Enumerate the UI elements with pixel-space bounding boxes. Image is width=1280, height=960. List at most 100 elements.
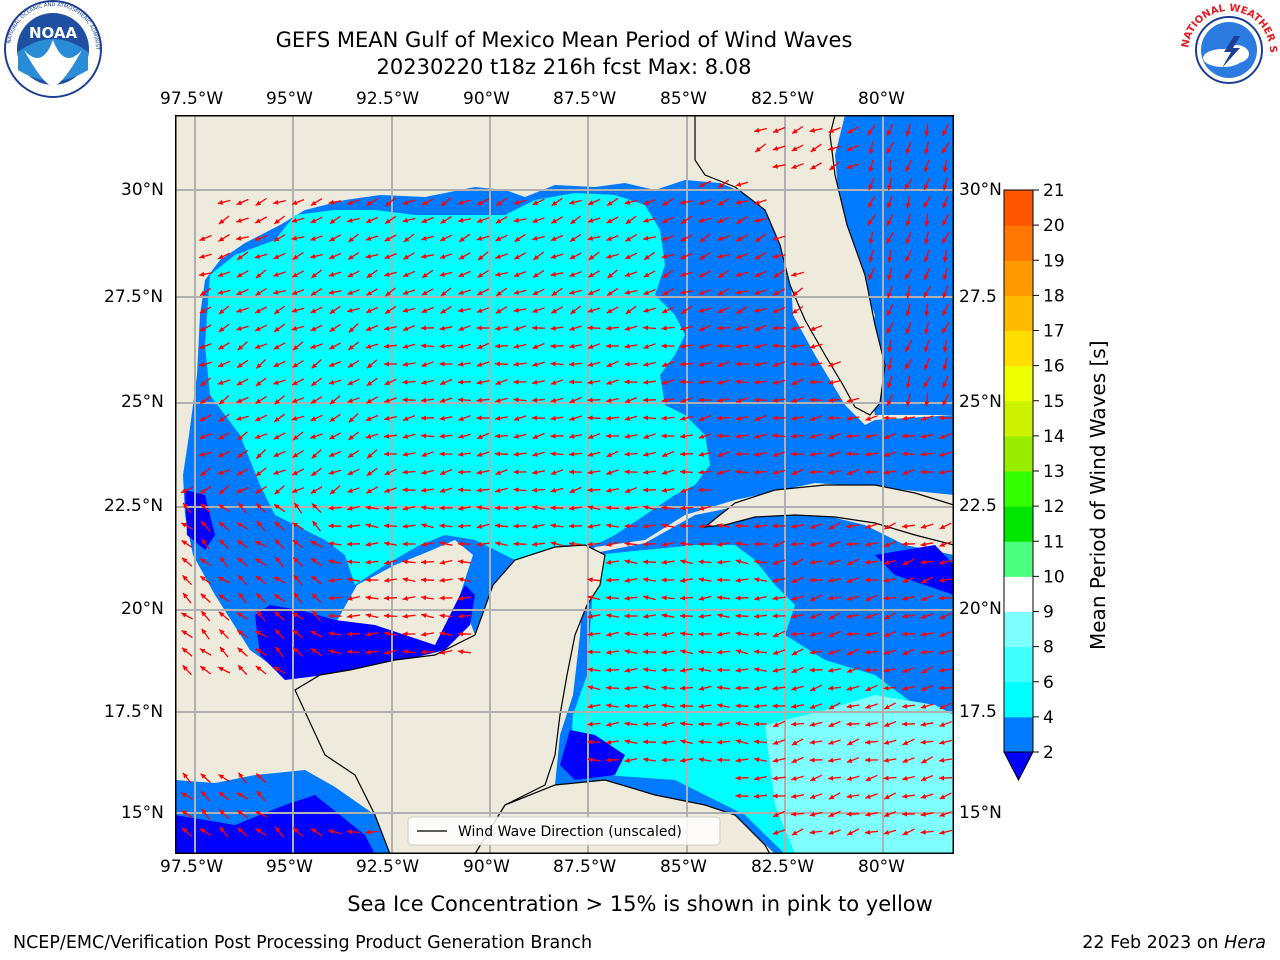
wind-wave-arrowhead [923,292,929,298]
wind-wave-arrowhead [218,594,225,600]
wind-wave-arrowhead [384,254,390,259]
wind-wave-arrowhead [942,364,948,371]
wind-wave-arrowhead [865,667,870,673]
wind-wave-arrowhead [624,433,630,439]
wind-wave-arrowhead [495,236,502,241]
wind-wave-arrowhead [458,290,464,295]
wind-wave-arrowhead [199,344,205,349]
wind-wave-arrowhead [181,612,187,618]
wind-wave-arrowhead [809,649,815,655]
wind-wave-arrowhead [403,416,409,421]
lat-label: 15°N [959,803,1002,823]
wind-wave-arrowhead [625,308,632,314]
wind-wave-arrowhead [698,559,704,565]
wind-wave-arrowhead [883,415,889,421]
wind-wave-arrowhead [366,272,373,278]
wind-wave-arrowhead [680,613,686,619]
wind-wave-arrowhead [735,398,742,403]
wind-wave-arrowhead [865,451,871,457]
wind-wave-arrowhead [458,613,464,619]
wind-wave-arrowhead [846,398,853,403]
wind-wave-arrowhead [942,310,948,316]
wind-wave-arrowhead [846,703,852,709]
wind-wave-arrowhead [939,560,945,565]
wind-wave-arrowhead [809,397,815,403]
colorbar-cell [1004,260,1033,296]
wind-wave-arrowhead [828,740,834,745]
wind-wave-arrowhead [680,739,686,745]
wind-wave-arrowhead [792,291,798,296]
wind-wave-arrowhead [773,812,779,817]
wind-wave-arrowhead [624,199,631,205]
wind-wave-arrowhead [310,344,316,349]
wind-wave-arrowhead [717,577,722,583]
wind-wave-arrowhead [256,453,262,459]
wind-wave-arrowhead [292,435,299,441]
wind-wave-arrowhead [311,648,317,654]
colorbar-tick-label: 9 [1043,603,1054,623]
wind-wave-arrowhead [828,667,834,673]
wind-wave-arrowhead [550,433,556,439]
wind-wave-arrowhead [924,131,930,137]
wind-wave-arrowhead [439,577,445,583]
wind-wave-arrowhead [402,397,408,403]
wind-wave-arrowhead [680,559,686,565]
wind-wave-arrowhead [402,307,409,313]
noaa-logo-text: NOAA [29,24,78,42]
wind-wave-arrowhead [181,488,187,493]
colorbar-tick-label: 21 [1043,181,1065,201]
colorbar-cell [1004,716,1033,753]
wind-wave-arrowhead [292,470,298,475]
wind-wave-arrowhead [643,325,649,331]
wind-wave-arrowhead [495,361,501,367]
wind-wave-arrowhead [606,542,612,547]
wind-wave-arrowhead [754,307,760,313]
wind-wave-arrowhead [293,827,299,833]
wind-wave-arrowhead [347,613,353,619]
wind-wave-arrowhead [421,415,427,421]
wind-wave-arrowhead [569,541,575,547]
wind-wave-arrowhead [828,469,834,475]
wind-wave-arrowhead [255,398,262,404]
wind-wave-arrowhead [717,290,724,296]
wind-wave-arrowhead [365,559,371,565]
wind-wave-arrowhead [868,166,874,173]
lat-label: 20°N [959,599,1002,619]
wind-wave-arrowhead [902,793,908,799]
wind-wave-arrowhead [403,326,409,331]
wind-wave-arrowhead [772,253,778,259]
wind-wave-arrowhead [810,686,816,691]
wind-wave-arrowhead [942,327,947,334]
wind-wave-arrowhead [366,308,372,313]
wind-wave-arrowhead [754,793,760,799]
wind-wave-arrowhead [754,757,760,763]
wind-wave-arrowhead [680,721,686,727]
wind-wave-arrowhead [328,470,335,475]
colorbar-cell [1004,471,1033,507]
wind-wave-arrowhead [809,379,815,385]
wind-wave-arrowhead [402,613,408,619]
wind-wave-arrowhead [513,217,519,223]
wind-wave-arrowhead [884,542,890,547]
wind-wave-arrowhead [347,649,353,655]
wind-wave-arrowhead [495,254,501,259]
wind-wave-arrowhead [772,415,778,421]
colorbar-tick-label: 6 [1043,673,1054,693]
wind-wave-arrowhead [347,308,353,313]
colorbar-cell [1004,506,1033,542]
wind-wave-arrowhead [809,469,815,475]
wind-wave-arrowhead [828,577,834,583]
wind-wave-arrowhead [384,613,390,619]
wind-wave-arrowhead [942,220,948,226]
wind-wave-arrowhead [792,128,798,134]
wind-wave-arrowhead [828,685,834,691]
wind-wave-arrowhead [256,773,262,779]
wind-wave-arrowhead [902,811,908,817]
wind-wave-arrowhead [329,416,336,422]
wind-wave-arrowhead [476,236,483,241]
wind-wave-arrowhead [883,830,890,835]
wind-wave-arrowhead [698,308,705,313]
wind-wave-arrowhead [643,308,649,313]
wind-wave-arrowhead [920,541,926,547]
wind-wave-arrowhead [939,775,945,781]
